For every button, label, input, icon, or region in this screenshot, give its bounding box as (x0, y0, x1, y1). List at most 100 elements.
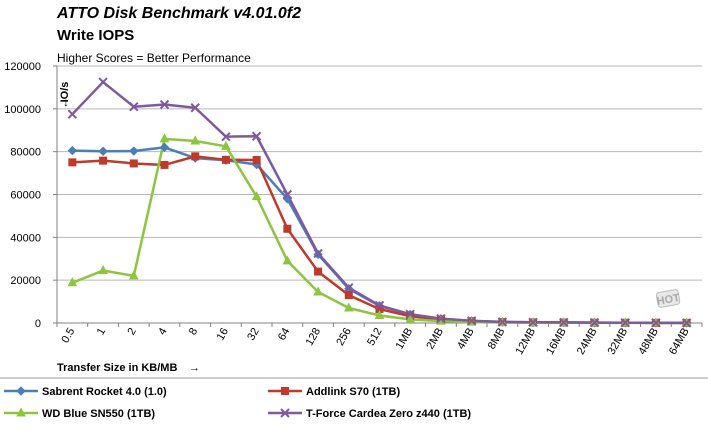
data-point-marker (191, 152, 200, 161)
marker-stroke (190, 103, 200, 113)
legend-label: Sabrent Rocket 4.0 (1.0) (42, 386, 167, 398)
legend-item: T-Force Cardea Zero z440 (1TB) (268, 408, 471, 420)
data-point-marker (98, 146, 108, 156)
data-point-marker (283, 224, 292, 233)
legend-label: WD Blue SN550 (1TB) (42, 408, 155, 420)
data-point-marker (281, 387, 289, 395)
legend-item: Addlink S70 (1TB) (268, 386, 400, 398)
y-tick-label: 0 (35, 318, 41, 330)
marker-stroke (159, 99, 170, 110)
x-tick-label: 4 (156, 326, 169, 337)
marker-stroke (497, 317, 508, 327)
marker-stroke (589, 317, 600, 328)
marker-stroke (374, 300, 385, 311)
marker-stroke (221, 131, 231, 142)
data-point-marker (221, 140, 231, 150)
y-axis-arrow: ↓ (63, 95, 69, 109)
x-tick-label: 8 (187, 326, 200, 337)
y-axis-label: IO/s (59, 82, 71, 103)
x-axis-arrow: → (189, 362, 200, 374)
y-tick-labels: 0 20000 40000 60000 80000 100000 120000 (4, 61, 41, 330)
data-point-marker (528, 317, 538, 327)
chart-title: ATTO Disk Benchmark v4.01.0f2 (56, 5, 301, 22)
data-point-marker (282, 255, 293, 265)
y-tick-label: 20000 (10, 275, 41, 287)
chart-subtitle: Write IOPS (57, 27, 134, 44)
data-point-marker (497, 317, 508, 327)
marker-stroke (98, 77, 108, 87)
marker-stroke (620, 318, 630, 328)
data-point-marker (129, 101, 139, 112)
x-axis-label: Transfer Size in KB/MB (57, 362, 177, 374)
data-point-marker (405, 313, 416, 323)
data-point-marker (405, 309, 415, 319)
legend-item: WD Blue SN550 (1TB) (4, 407, 155, 420)
data-point-marker (374, 300, 385, 311)
marker-stroke (466, 316, 477, 326)
data-point-marker (343, 302, 354, 312)
data-point-marker (159, 142, 170, 153)
data-point-marker (344, 282, 354, 293)
data-point-marker (251, 191, 262, 201)
marker-stroke (129, 101, 139, 112)
data-point-marker (159, 99, 170, 110)
y-tick-label: 40000 (10, 232, 41, 244)
marker-stroke (344, 282, 354, 293)
y-tick-label: 80000 (10, 147, 41, 159)
legend: Sabrent Rocket 4.0 (1.0) Addlink S70 (1TB… (4, 386, 471, 420)
data-point-marker (280, 408, 290, 418)
marker-stroke (280, 408, 290, 418)
x-tick-label: 32 (245, 326, 262, 343)
marker-stroke (681, 318, 692, 328)
y-tick-label: 100000 (4, 104, 41, 116)
data-point-marker (128, 270, 139, 280)
data-point-marker (129, 146, 139, 156)
x-tick-label: 2 (125, 326, 138, 337)
data-point-marker (221, 131, 231, 142)
legend-label: T-Force Cardea Zero z440 (1TB) (306, 408, 471, 420)
legend-item: Sabrent Rocket 4.0 (1.0) (4, 386, 167, 398)
data-point-marker (16, 407, 26, 417)
data-point-marker (190, 135, 201, 145)
data-point-marker (160, 160, 169, 169)
data-point-marker (620, 318, 630, 328)
data-point-marker (252, 156, 261, 165)
data-point-marker (98, 77, 108, 87)
data-point-marker (374, 309, 385, 320)
data-point-marker (98, 264, 108, 275)
data-point-marker (651, 318, 661, 328)
y-tick-label: 120000 (4, 61, 41, 73)
watermark-text: HOT (656, 292, 681, 308)
data-point-marker (436, 313, 446, 324)
data-point-marker (314, 267, 323, 276)
data-point-marker (466, 316, 477, 326)
data-point-marker (99, 156, 108, 165)
data-point-marker (67, 145, 78, 156)
data-point-marker (282, 189, 293, 200)
marker-stroke (651, 318, 661, 328)
hot-watermark: HOT (656, 289, 681, 308)
data-point-marker (681, 318, 692, 328)
data-point-marker (221, 155, 230, 164)
data-point-marker (67, 277, 78, 287)
data-point-marker (68, 158, 77, 167)
marker-stroke (528, 317, 538, 327)
x-tick-label: 1 (95, 326, 108, 337)
data-point-marker (159, 133, 170, 143)
series-markers (67, 77, 692, 328)
marker-stroke (282, 189, 293, 200)
data-point-marker (313, 248, 323, 259)
data-point-marker (559, 317, 569, 328)
x-tick-label: 16 (215, 326, 232, 343)
data-point-marker (313, 286, 323, 296)
marker-stroke (559, 317, 569, 328)
y-tick-label: 60000 (10, 190, 41, 202)
marker-stroke (67, 109, 78, 119)
legend-label: Addlink S70 (1TB) (306, 386, 400, 398)
marker-stroke (251, 131, 262, 141)
x-tick-label: 64 (276, 326, 293, 343)
data-point-marker (251, 131, 262, 141)
marker-stroke (405, 309, 415, 319)
